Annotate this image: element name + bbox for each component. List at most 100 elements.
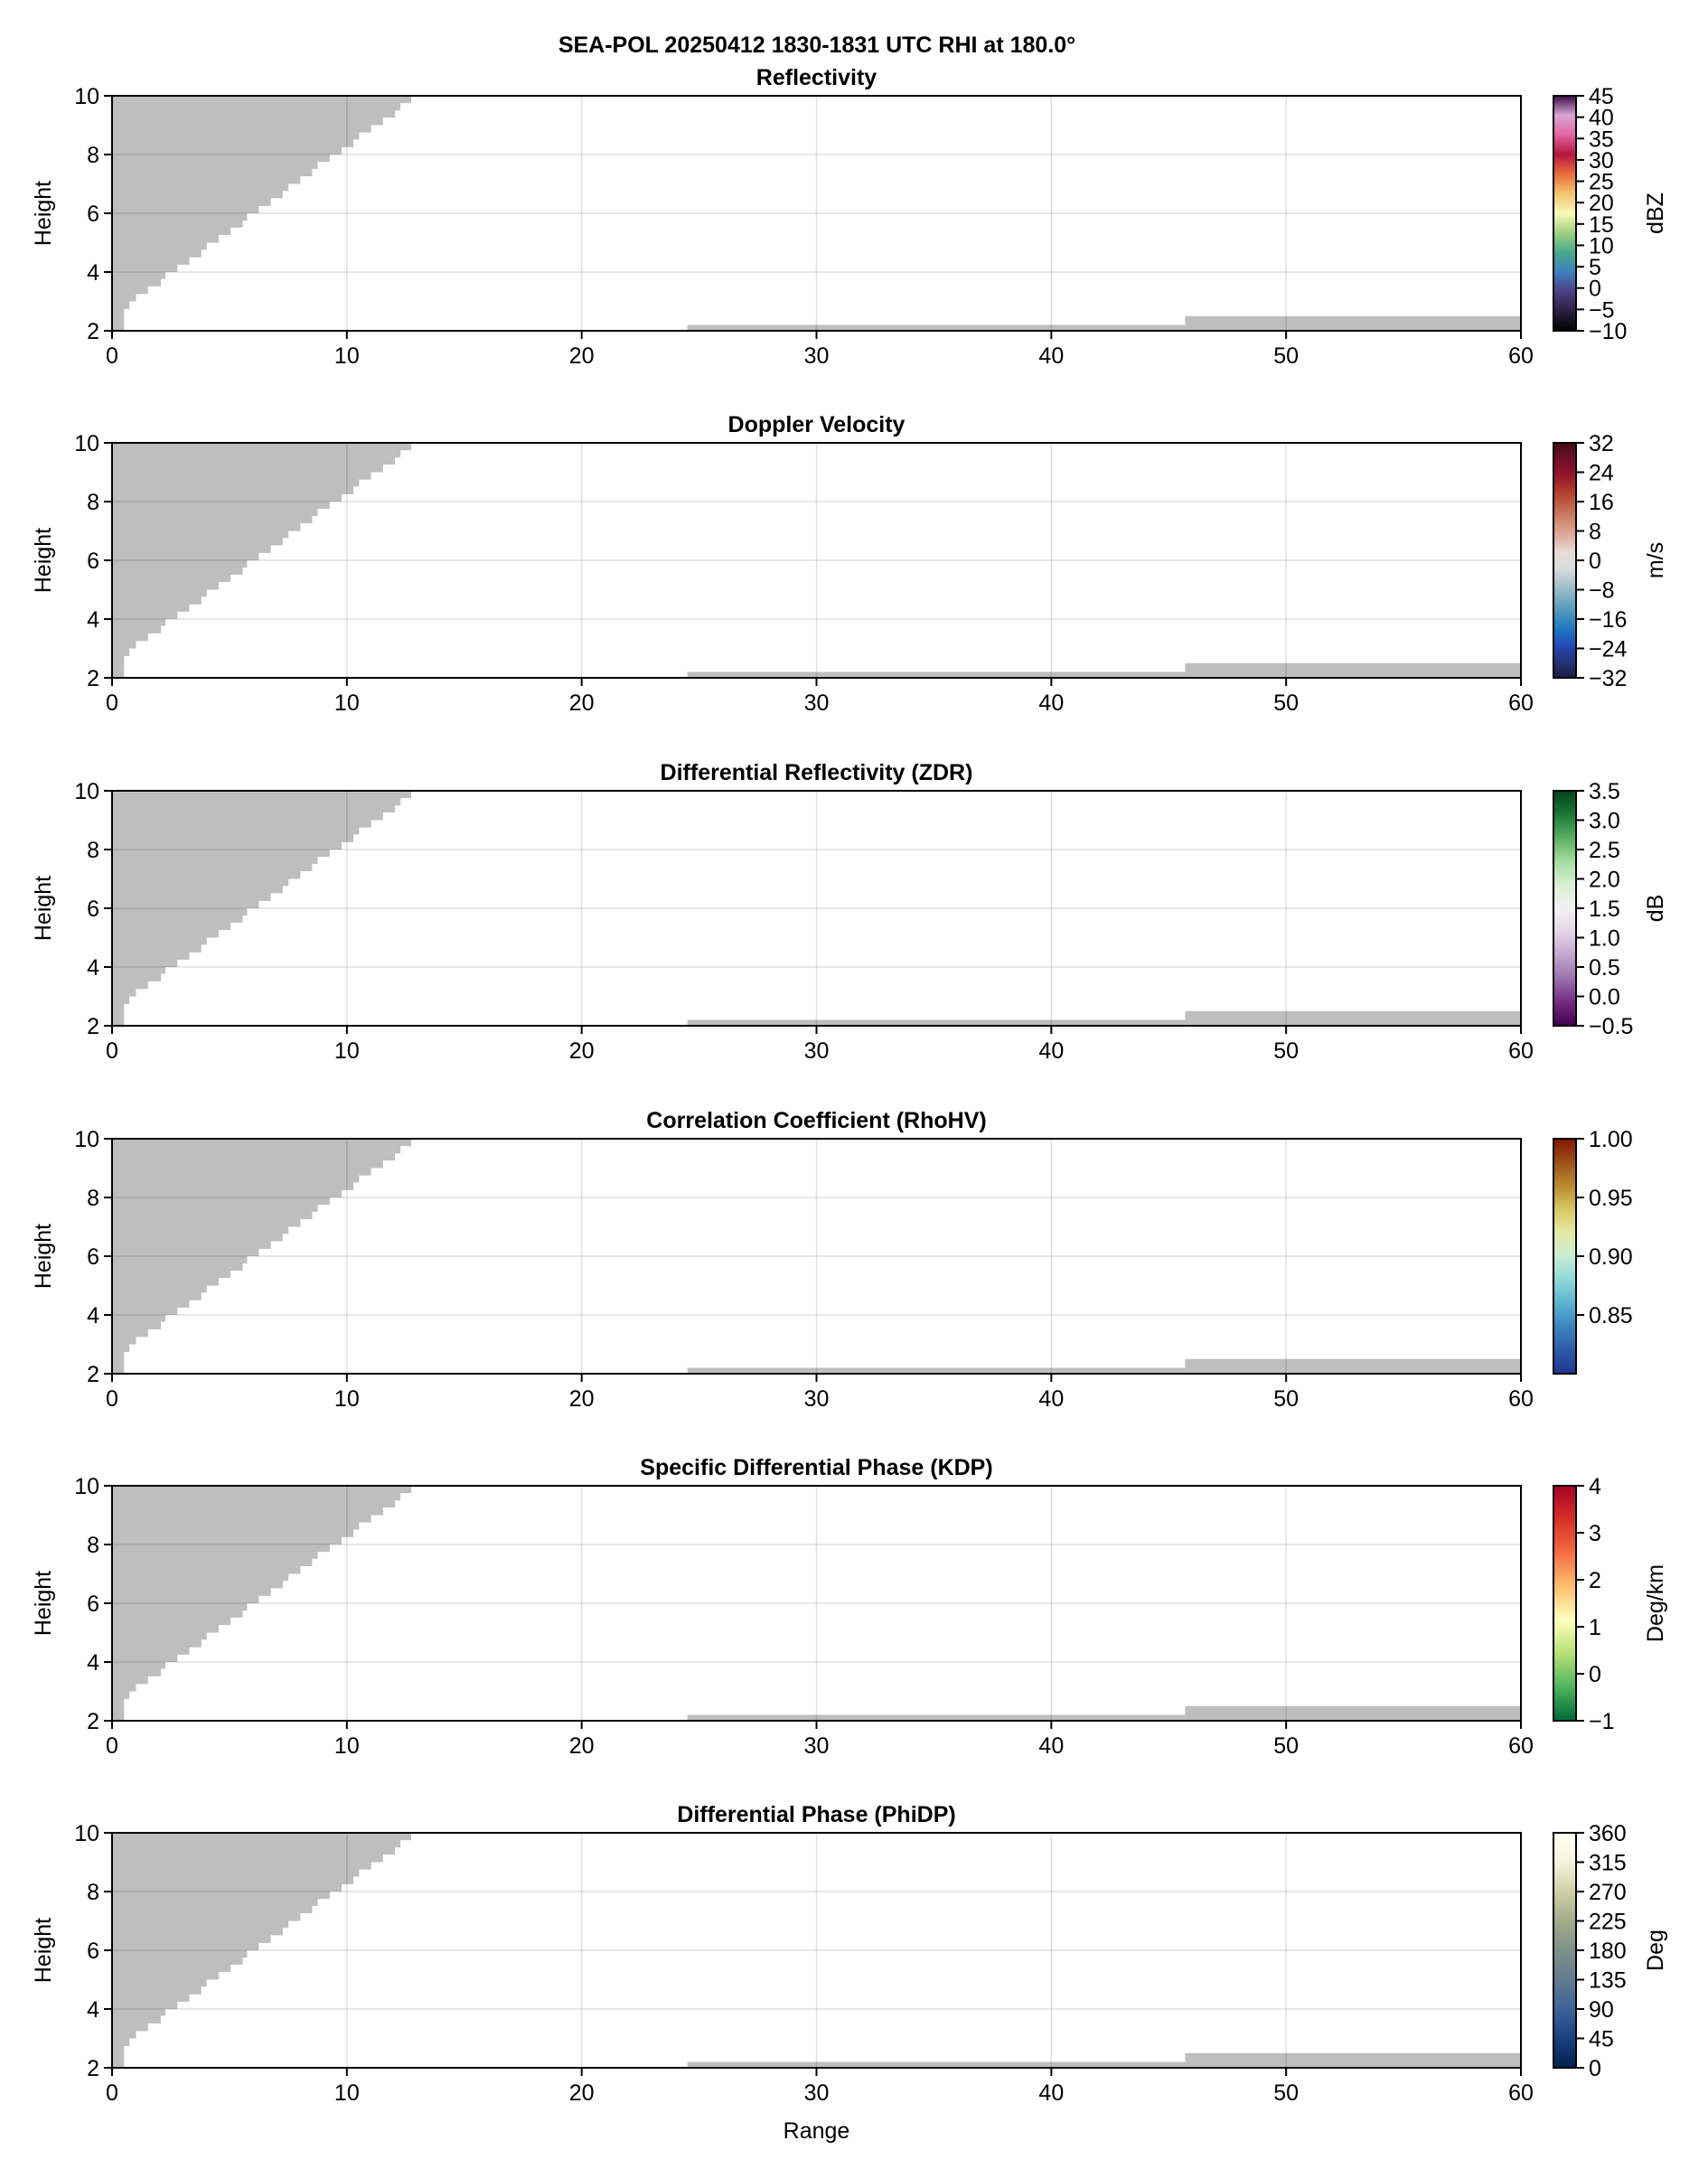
y-tick-label: 4 [87,1303,99,1329]
y-tick-label: 2 [87,1014,99,1039]
x-tick-label: 50 [1273,343,1299,369]
x-tick-label: 60 [1508,1733,1534,1759]
masked-block [1185,315,1521,331]
masked-block [1185,1010,1521,1026]
x-tick-label: 30 [804,2080,830,2106]
colorbar-tick-label: −5 [1589,297,1615,323]
colorbar-tick-label: 3.0 [1589,809,1620,834]
masked-block [687,1367,1186,1374]
masked-wedge [112,1833,412,2068]
masked-wedge [112,1139,412,1374]
colorbar-tick-label: 3.5 [1589,779,1620,804]
colorbar-tick-label: 1 [1589,1615,1601,1640]
panel-title: Doppler Velocity [728,412,906,437]
colorbar-tick-label: 2.5 [1589,838,1620,863]
x-tick-label: 60 [1508,690,1534,716]
colorbar-tick-label: 45 [1589,84,1614,109]
y-axis-label: Height [31,528,56,593]
x-tick-label: 0 [106,1733,118,1759]
panel-title: Differential Phase (PhiDP) [677,1802,955,1827]
colorbar [1553,1138,1577,1375]
colorbar-tick-label: 4 [1589,1474,1601,1499]
masked-block [1185,2052,1521,2068]
y-tick-label: 8 [87,143,99,168]
colorbar-tick-label: 25 [1589,170,1614,195]
x-tick-label: 50 [1273,690,1299,716]
colorbar-tick-label: 180 [1589,1939,1627,1964]
colorbar-tick-label: −10 [1589,319,1627,344]
x-tick-label: 10 [334,1038,360,1064]
colorbar [1553,1832,1577,2069]
masked-block [1185,1705,1521,1721]
y-tick-label: 10 [74,1474,99,1499]
y-tick-label: 6 [87,549,99,574]
colorbar-tick-label: 1.0 [1589,926,1620,952]
x-tick-label: 10 [334,343,360,369]
colorbar-tick-label: 135 [1589,1968,1627,1994]
x-tick-label: 40 [1038,1038,1064,1064]
masked-wedge [112,1486,412,1721]
colorbar-tick-label: 2 [1589,1568,1601,1593]
colorbar-tick-label: 0.95 [1589,1186,1633,1211]
colorbar-label: Deg [1643,1930,1668,1971]
figure-suptitle: SEA-POL 20250412 1830-1831 UTC RHI at 18… [558,33,1075,58]
colorbar-label: dBZ [1643,192,1668,234]
x-tick-label: 20 [569,1733,595,1759]
colorbar-tick-label: 15 [1589,212,1614,238]
x-tick-label: 50 [1273,1733,1299,1759]
colorbar-tick-label: 32 [1589,431,1614,456]
colorbar-tick-label: 0 [1589,2056,1601,2081]
x-tick-label: 40 [1038,690,1064,716]
y-tick-label: 2 [87,666,99,691]
y-axis-label: Height [31,1224,56,1289]
masked-block [687,324,1186,331]
y-tick-label: 2 [87,319,99,344]
colorbar [1553,1485,1577,1722]
y-tick-label: 8 [87,490,99,515]
x-tick-label: 60 [1508,1038,1534,1064]
y-tick-label: 6 [87,1939,99,1964]
colorbar-label: dB [1643,895,1668,923]
y-tick-label: 2 [87,1709,99,1734]
x-tick-label: 10 [334,690,360,716]
colorbar-tick-label: 360 [1589,1821,1627,1846]
colorbar-tick-label: 8 [1589,520,1601,545]
x-tick-label: 10 [334,1386,360,1412]
colorbar-tick-label: 1.00 [1589,1127,1633,1152]
panel-3: Correlation Coefficient (RhoHV)0 10 20 30 40… [31,1108,1633,1412]
x-tick-label: 40 [1038,1733,1064,1759]
colorbar [1553,442,1577,679]
colorbar-tick-label: 0.85 [1589,1303,1633,1329]
colorbar-tick-label: 10 [1589,233,1614,258]
colorbar-tick-label: 270 [1589,1880,1627,1905]
x-tick-label: 30 [804,690,830,716]
colorbar-tick-label: 0 [1589,1662,1601,1687]
colorbar-tick-label: 5 [1589,255,1601,280]
colorbar-tick-label: 0.0 [1589,985,1620,1010]
panel-title: Correlation Coefficient (RhoHV) [646,1108,986,1133]
y-tick-label: 10 [74,779,99,804]
masked-block [1185,1358,1521,1374]
colorbar-tick-label: 2.0 [1589,868,1620,893]
panel-title: Differential Reflectivity (ZDR) [661,760,973,785]
colorbar-tick-label: 20 [1589,191,1614,216]
x-tick-label: 20 [569,2080,595,2106]
colorbar-tick-label: 0 [1589,277,1601,302]
colorbar-tick-label: −24 [1589,637,1628,662]
colorbar-tick-label: 0 [1589,549,1601,574]
x-tick-label: 50 [1273,1386,1299,1412]
masked-block [687,1714,1186,1721]
x-tick-label: 40 [1038,1386,1064,1412]
x-tick-label: 40 [1038,2080,1064,2106]
colorbar-tick-label: 315 [1589,1851,1627,1876]
y-tick-label: 6 [87,1244,99,1270]
colorbar-tick-label: 3 [1589,1521,1601,1546]
colorbar-tick-label: −8 [1589,578,1615,604]
colorbar-tick-label: 35 [1589,127,1614,152]
y-tick-label: 10 [74,431,99,456]
colorbar-label: Deg/km [1643,1564,1668,1642]
y-tick-label: 8 [87,1880,99,1905]
masked-block [687,1019,1186,1026]
